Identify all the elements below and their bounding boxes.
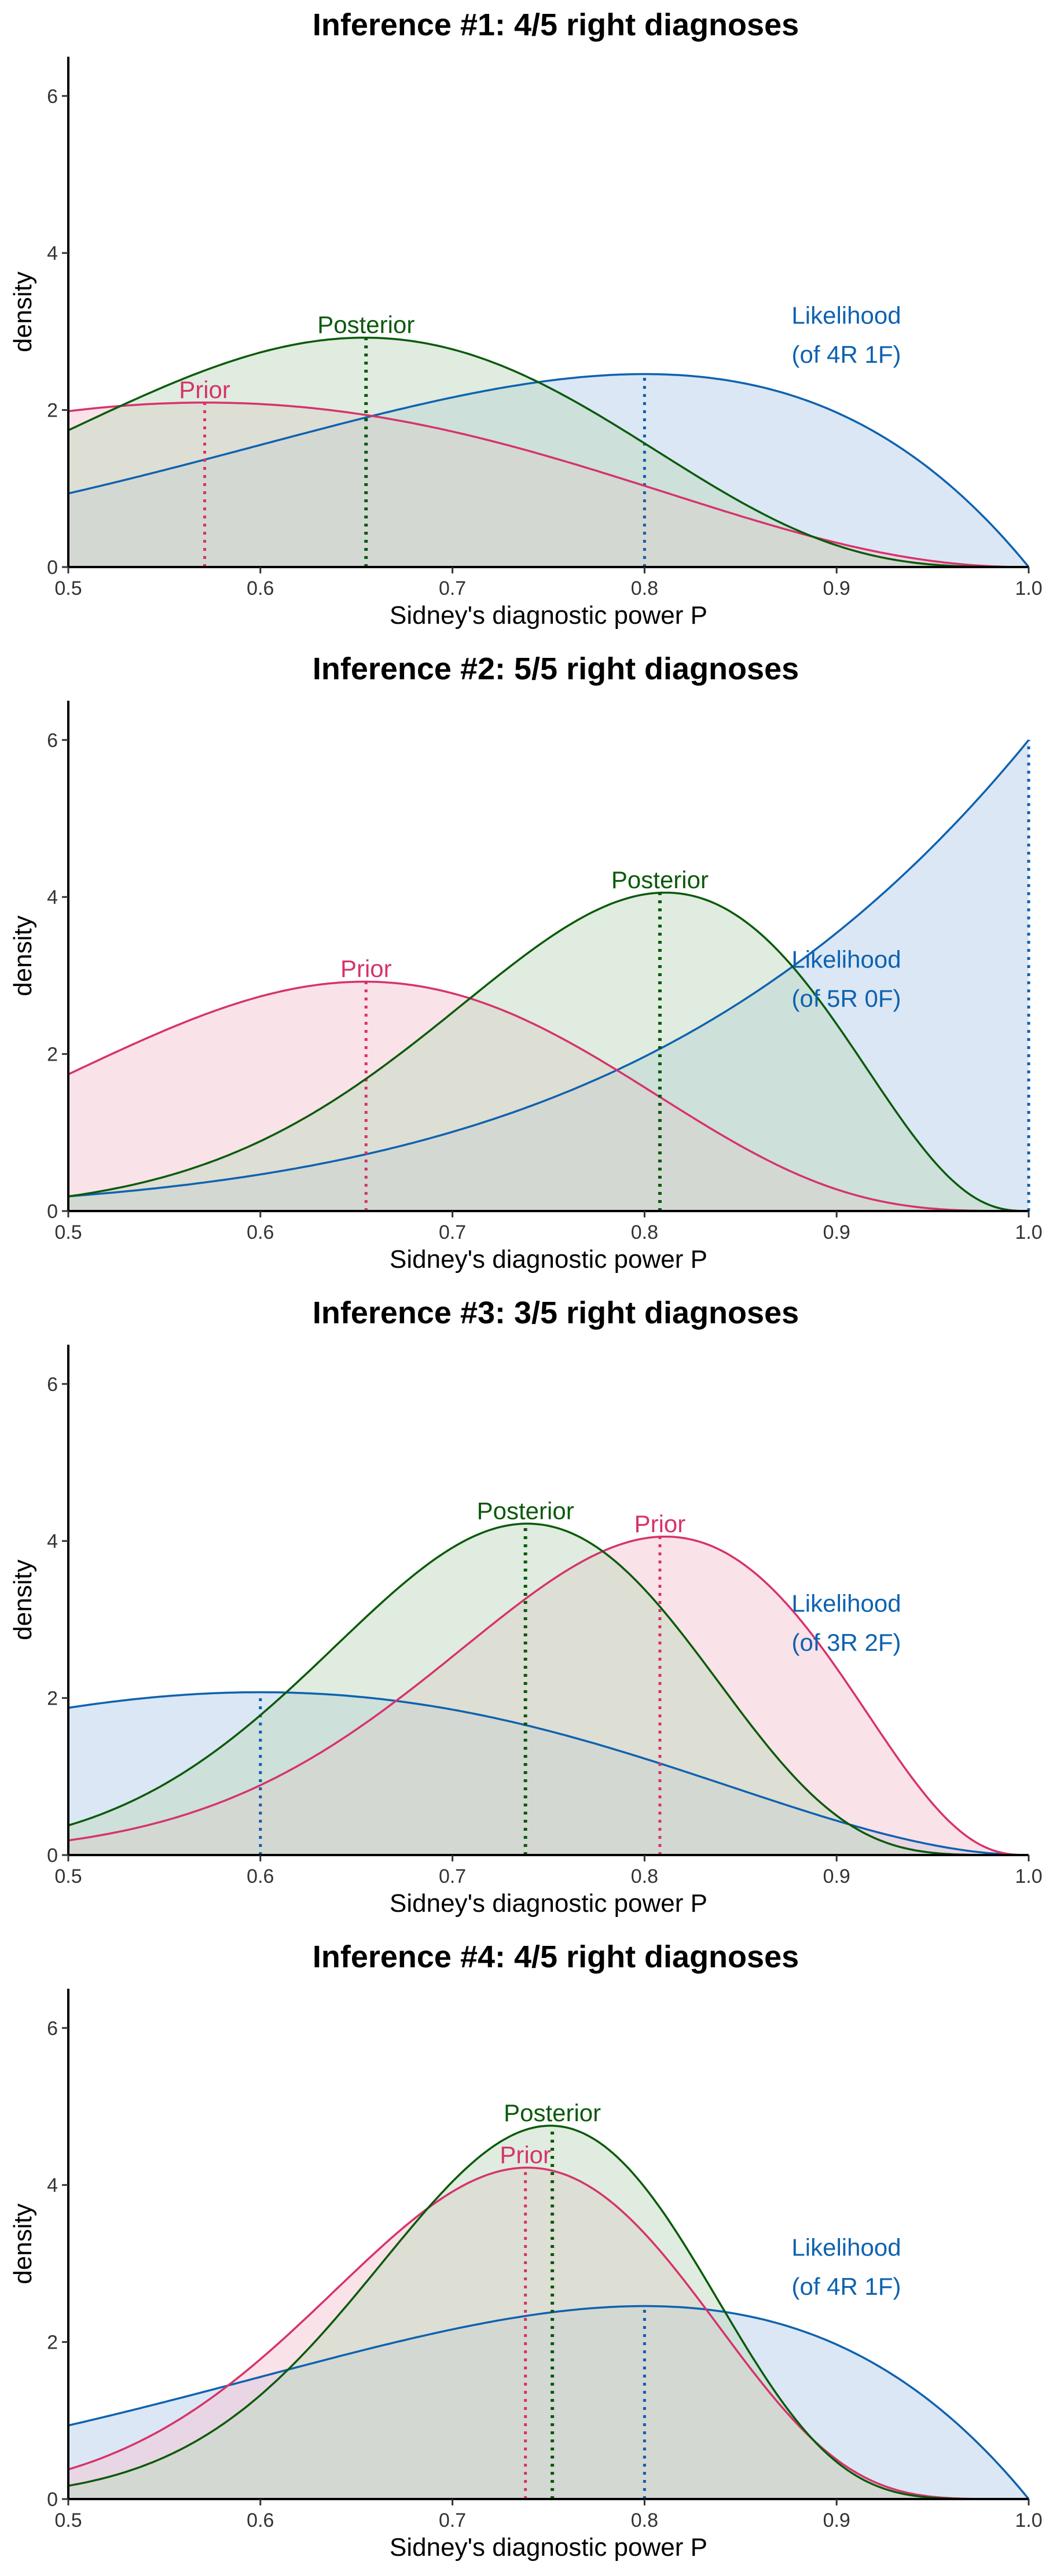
x-axis-title: Sidney's diagnostic power P xyxy=(390,601,707,630)
prior-curve xyxy=(68,980,1029,1212)
x-tick-label: 0.9 xyxy=(823,1865,850,1887)
x-tick-label: 0.5 xyxy=(54,2509,82,2531)
likelihood-label: Likelihood xyxy=(791,945,901,973)
chart-panel-1: Inference #1: 4/5 right diagnoses 0 2 4 6 0.5… xyxy=(9,8,1042,630)
likelihood-curve xyxy=(68,739,1030,1198)
x-tick-label: 1.0 xyxy=(1015,1865,1042,1887)
x-tick-label: 0.6 xyxy=(247,1865,274,1887)
y-tick-label: 6 xyxy=(47,2018,58,2040)
prior-curve xyxy=(68,2166,1029,2500)
x-tick-label: 0.6 xyxy=(247,2509,274,2531)
y-tick-label: 6 xyxy=(47,86,58,108)
likelihood-label: Likelihood xyxy=(791,1589,901,1617)
likelihood-label: Likelihood xyxy=(791,2233,901,2261)
posterior-curve xyxy=(68,891,1029,1212)
x-tick-label: 0.9 xyxy=(823,577,850,599)
likelihood-sublabel: (of 4R 1F) xyxy=(791,341,901,368)
y-tick-label: 4 xyxy=(47,1530,58,1552)
posterior-curve xyxy=(68,2125,1029,2500)
x-tick-label: 0.5 xyxy=(54,577,82,599)
x-axis-title: Sidney's diagnostic power P xyxy=(390,2533,707,2562)
y-tick-label: 4 xyxy=(47,2174,58,2196)
likelihood-curve xyxy=(68,373,1030,568)
y-axis-title: density xyxy=(9,1559,37,1640)
y-tick-label: 0 xyxy=(47,2489,58,2511)
y-tick-label: 6 xyxy=(47,730,58,752)
prior-curve xyxy=(68,402,1029,568)
x-tick-label: 0.7 xyxy=(439,577,466,599)
chart-panel-3: Inference #3: 3/5 right diagnoses 0 2 4 6 0.5… xyxy=(9,1296,1042,1918)
likelihood-sublabel: (of 3R 2F) xyxy=(791,1629,901,1656)
x-tick-label: 0.8 xyxy=(631,2509,658,2531)
likelihood-curve xyxy=(68,1691,1029,1856)
prior-label: Prior xyxy=(500,2141,551,2168)
x-tick-label: 1.0 xyxy=(1015,2509,1042,2531)
x-axis-title: Sidney's diagnostic power P xyxy=(390,1245,707,1274)
likelihood-label: Likelihood xyxy=(791,301,901,329)
x-tick-label: 0.6 xyxy=(247,577,274,599)
x-tick-label: 1.0 xyxy=(1015,1221,1042,1243)
x-tick-label: 0.7 xyxy=(439,1865,466,1887)
posterior-label: Posterior xyxy=(317,311,414,338)
panel-title: Inference #3: 3/5 right diagnoses xyxy=(313,1296,799,1330)
x-tick-label: 0.7 xyxy=(439,1221,466,1243)
posterior-area xyxy=(68,892,1029,1211)
x-axis-title: Sidney's diagnostic power P xyxy=(390,1889,707,1918)
y-tick-label: 0 xyxy=(47,1201,58,1223)
prior-label: Prior xyxy=(179,376,230,403)
y-axis-title: density xyxy=(9,915,37,996)
posterior-curve xyxy=(68,336,1029,568)
y-tick-label: 4 xyxy=(47,886,58,908)
panel-title: Inference #4: 4/5 right diagnoses xyxy=(313,1940,799,1974)
x-tick-label: 0.7 xyxy=(439,2509,466,2531)
y-tick-label: 2 xyxy=(47,1688,58,1710)
prior-label: Prior xyxy=(634,1510,686,1537)
panel-title: Inference #2: 5/5 right diagnoses xyxy=(313,652,799,686)
y-axis-title: density xyxy=(9,271,37,352)
chart-panel-2: Inference #2: 5/5 right diagnoses 0 2 4 6 0.5… xyxy=(9,652,1042,1274)
x-tick-label: 0.6 xyxy=(247,1221,274,1243)
x-tick-label: 1.0 xyxy=(1015,577,1042,599)
prior-label: Prior xyxy=(340,955,392,982)
chart-panel-4: Inference #4: 4/5 right diagnoses 0 2 4 6 0.5… xyxy=(9,1940,1042,2562)
panel-title: Inference #1: 4/5 right diagnoses xyxy=(313,8,799,42)
x-tick-label: 0.5 xyxy=(54,1865,82,1887)
x-tick-label: 0.9 xyxy=(823,2509,850,2531)
y-axis-title: density xyxy=(9,2203,37,2284)
y-tick-label: 0 xyxy=(47,557,58,579)
x-tick-label: 0.8 xyxy=(631,1221,658,1243)
x-tick-label: 0.5 xyxy=(54,1221,82,1243)
y-tick-label: 4 xyxy=(47,242,58,264)
prior-curve xyxy=(68,1535,1029,1856)
posterior-label: Posterior xyxy=(611,866,709,893)
y-tick-label: 6 xyxy=(47,1374,58,1396)
likelihood-sublabel: (of 5R 0F) xyxy=(791,985,901,1012)
posterior-area xyxy=(68,337,1029,567)
likelihood-sublabel: (of 4R 1F) xyxy=(791,2273,901,2300)
x-tick-label: 0.8 xyxy=(631,1865,658,1887)
y-tick-label: 2 xyxy=(47,400,58,422)
y-tick-label: 0 xyxy=(47,1845,58,1867)
posterior-curve xyxy=(68,1522,1029,1856)
x-tick-label: 0.9 xyxy=(823,1221,850,1243)
x-tick-label: 0.8 xyxy=(631,577,658,599)
y-tick-label: 2 xyxy=(47,2332,58,2354)
posterior-label: Posterior xyxy=(504,2099,601,2126)
y-tick-label: 2 xyxy=(47,1044,58,1066)
posterior-label: Posterior xyxy=(477,1497,574,1524)
posterior-area xyxy=(68,1523,1029,1855)
